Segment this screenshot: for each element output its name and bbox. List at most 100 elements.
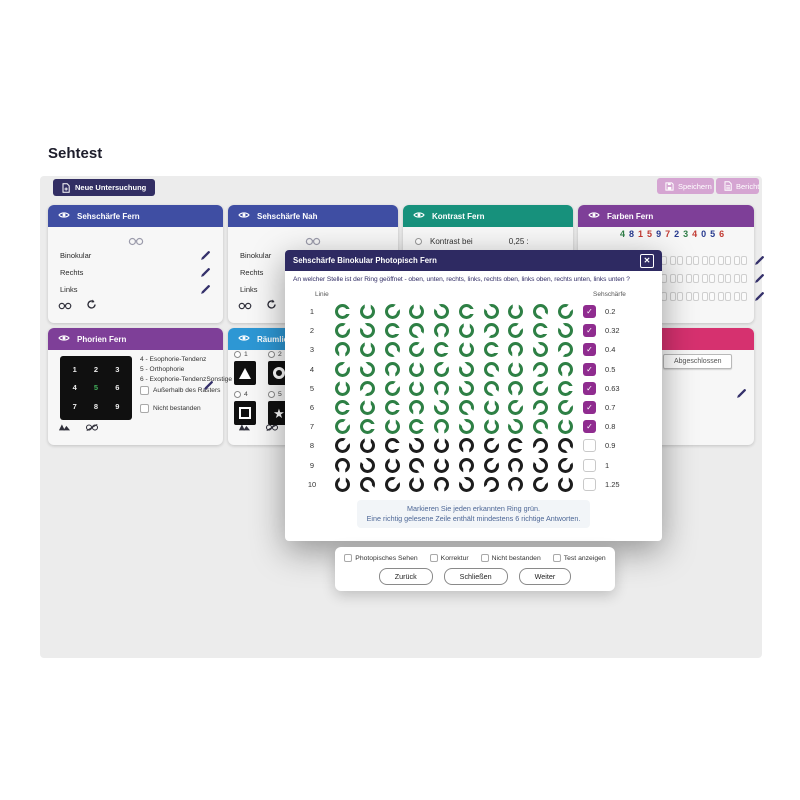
digit-entry-pair[interactable]	[734, 255, 747, 265]
checkbox[interactable]	[429, 554, 438, 562]
digit-entry-pair[interactable]	[702, 255, 715, 265]
landolt-ring[interactable]	[456, 417, 474, 435]
landolt-ring[interactable]	[506, 417, 524, 435]
landolt-ring[interactable]	[384, 416, 400, 435]
landolt-ring[interactable]	[432, 302, 450, 320]
landolt-ring[interactable]	[483, 342, 502, 358]
digit-entry-pair[interactable]	[686, 273, 699, 283]
edit-pencil-icon[interactable]	[754, 273, 765, 284]
line-read-checkbox[interactable]: ✓	[583, 381, 596, 395]
landolt-ring[interactable]	[483, 397, 499, 416]
landolt-ring[interactable]	[434, 435, 450, 454]
radio-button[interactable]	[268, 391, 275, 398]
digit-entry-pair[interactable]	[686, 291, 699, 301]
landolt-ring[interactable]	[557, 380, 576, 396]
landolt-ring[interactable]	[359, 419, 378, 435]
landolt-ring[interactable]	[359, 476, 377, 494]
landolt-ring[interactable]	[409, 400, 425, 419]
landolt-ring[interactable]	[458, 438, 474, 457]
landolt-ring[interactable]	[533, 304, 550, 321]
landolt-ring[interactable]	[508, 398, 526, 416]
landolt-ring[interactable]	[533, 474, 550, 492]
landolt-ring[interactable]	[533, 419, 550, 437]
landolt-ring[interactable]	[409, 457, 427, 475]
landolt-ring[interactable]	[409, 473, 425, 492]
new-exam-button[interactable]: Neue Untersuchung	[53, 179, 156, 196]
landolt-ring[interactable]	[508, 380, 524, 399]
digit-entry-pair[interactable]	[670, 273, 683, 283]
digit-entry-pair[interactable]	[718, 255, 731, 265]
refresh-icon[interactable]	[266, 297, 277, 315]
landolt-ring[interactable]	[407, 436, 425, 454]
radio-button[interactable]	[234, 351, 241, 358]
landolt-ring[interactable]	[434, 476, 450, 495]
landolt-ring[interactable]	[481, 302, 499, 320]
landolt-ring[interactable]	[458, 304, 477, 320]
landolt-ring[interactable]	[357, 380, 375, 398]
landolt-ring[interactable]	[531, 400, 549, 417]
landolt-ring[interactable]	[508, 342, 524, 361]
landolt-ring[interactable]	[434, 342, 453, 358]
landolt-ring[interactable]	[359, 301, 375, 320]
landolt-ring[interactable]	[557, 398, 575, 416]
landolt-ring[interactable]	[483, 436, 501, 454]
landolt-ring[interactable]	[531, 361, 549, 379]
line-read-checkbox[interactable]: ✓	[583, 362, 596, 376]
phoria-grid-cell[interactable]: 7	[72, 402, 77, 412]
digit-entry-pair[interactable]	[686, 255, 699, 265]
landolt-ring[interactable]	[531, 438, 549, 456]
landolt-ring[interactable]	[335, 359, 352, 377]
landolt-ring[interactable]	[384, 302, 402, 320]
digit-entry-pair[interactable]	[718, 273, 731, 283]
landolt-ring[interactable]	[357, 321, 375, 339]
digit-entry-pair[interactable]	[670, 291, 683, 301]
radio-button[interactable]	[268, 351, 275, 358]
edit-pencil-icon[interactable]	[200, 267, 211, 278]
line-read-checkbox[interactable]: ✓	[583, 401, 596, 415]
landolt-ring[interactable]	[483, 380, 501, 398]
checkbox[interactable]	[344, 554, 353, 562]
landolt-ring[interactable]	[384, 361, 400, 380]
landolt-ring[interactable]	[557, 361, 573, 380]
landolt-ring[interactable]	[335, 457, 350, 476]
edit-pencil-icon[interactable]	[203, 380, 214, 391]
landolt-ring[interactable]	[409, 340, 427, 358]
landolt-ring[interactable]	[409, 301, 425, 320]
digit-entry-pair[interactable]	[734, 273, 747, 283]
edit-pencil-icon[interactable]	[754, 255, 765, 266]
landolt-ring[interactable]	[384, 454, 400, 473]
landolt-ring[interactable]	[359, 435, 375, 454]
phoria-grid[interactable]: 1 2 3 4 5 6 7 8 9	[60, 356, 132, 420]
phoria-grid-cell[interactable]: 5	[93, 383, 99, 393]
binoculars-icon[interactable]	[238, 297, 252, 315]
glasses-cross-icon[interactable]	[85, 419, 99, 437]
checkbox[interactable]	[480, 554, 489, 562]
landolt-ring[interactable]	[335, 342, 350, 361]
back-button[interactable]: Zurück	[378, 568, 433, 585]
line-read-checkbox[interactable]	[583, 439, 596, 453]
landolt-ring[interactable]	[483, 361, 501, 379]
landolt-ring[interactable]	[384, 323, 403, 339]
landolt-ring[interactable]	[483, 416, 499, 435]
save-button[interactable]: Speichern	[657, 178, 714, 194]
landolt-ring[interactable]	[557, 455, 575, 473]
landolt-ring[interactable]	[359, 339, 375, 358]
checkbox[interactable]	[552, 554, 561, 562]
landolt-ring[interactable]	[434, 380, 450, 399]
landolt-ring[interactable]	[458, 339, 474, 358]
digit-entry-pair[interactable]	[702, 273, 715, 283]
landolt-ring[interactable]	[508, 457, 524, 476]
landolt-ring[interactable]	[557, 302, 575, 320]
digit-entry-pair[interactable]	[670, 255, 683, 265]
digit-entry-pair[interactable]	[734, 291, 747, 301]
landolt-ring[interactable]	[456, 378, 474, 396]
phoria-grid-cell[interactable]: 2	[93, 364, 99, 374]
landolt-ring[interactable]	[556, 321, 573, 339]
line-read-checkbox[interactable]: ✓	[583, 343, 596, 357]
landolt-ring[interactable]	[359, 397, 375, 416]
digit-entry-pair[interactable]	[702, 291, 715, 301]
landolt-ring[interactable]	[434, 359, 451, 377]
landolt-ring[interactable]	[508, 358, 524, 377]
landolt-ring[interactable]	[434, 454, 450, 473]
edit-pencil-icon[interactable]	[736, 388, 747, 399]
